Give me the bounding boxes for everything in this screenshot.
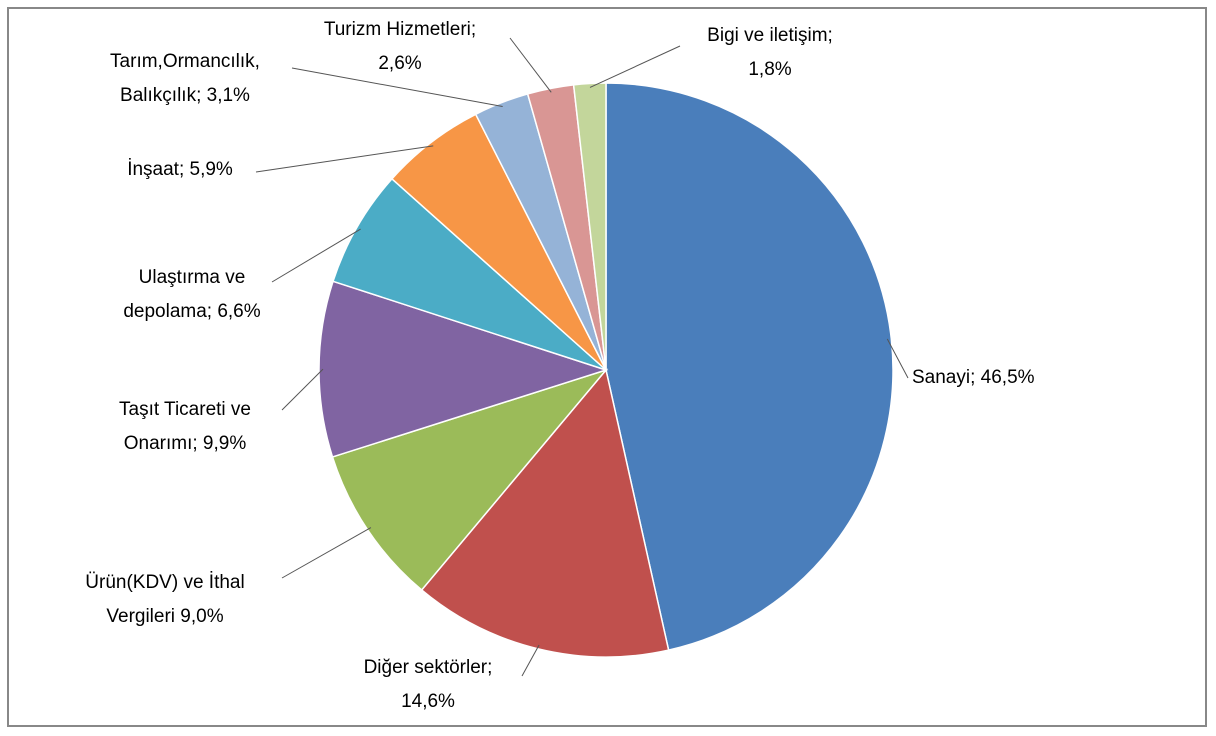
data-label: Diğer sektörler; xyxy=(364,657,493,678)
data-label: 14,6% xyxy=(401,691,455,712)
data-label: Vergileri 9,0% xyxy=(106,606,223,627)
data-label: Sanayi; 46,5% xyxy=(912,367,1035,388)
data-label: 2,6% xyxy=(378,53,421,74)
pie-slice xyxy=(420,368,670,658)
data-label: Ürün(KDV) ve İthal xyxy=(85,572,244,593)
leader-line xyxy=(291,67,503,108)
data-label: Onarımı; 9,9% xyxy=(124,433,247,454)
data-label: depolama; 6,6% xyxy=(123,301,260,322)
leader-line xyxy=(886,338,909,379)
leader-line xyxy=(521,644,540,677)
pie-slice xyxy=(332,177,607,371)
data-label: Ulaştırma ve xyxy=(139,267,246,288)
leader-line xyxy=(271,228,361,283)
data-label: Balıkçılık; 3,1% xyxy=(120,85,250,106)
leader-line xyxy=(281,527,372,579)
data-label: İnşaat; 5,9% xyxy=(127,159,233,180)
leader-line xyxy=(281,368,324,411)
pie-slice xyxy=(318,280,609,458)
leader-line xyxy=(509,37,552,93)
leader-line xyxy=(589,45,681,88)
data-label: 1,8% xyxy=(748,59,791,80)
data-label: Bigi ve iletişim; xyxy=(707,25,833,46)
data-label: Taşıt Ticareti ve xyxy=(119,399,251,420)
data-label: Tarım,Ormancılık, xyxy=(110,51,260,72)
leader-line xyxy=(255,145,434,173)
data-label: Turizm Hizmetleri; xyxy=(324,19,476,40)
pie-slice xyxy=(605,82,894,651)
pie-slice xyxy=(572,82,607,371)
